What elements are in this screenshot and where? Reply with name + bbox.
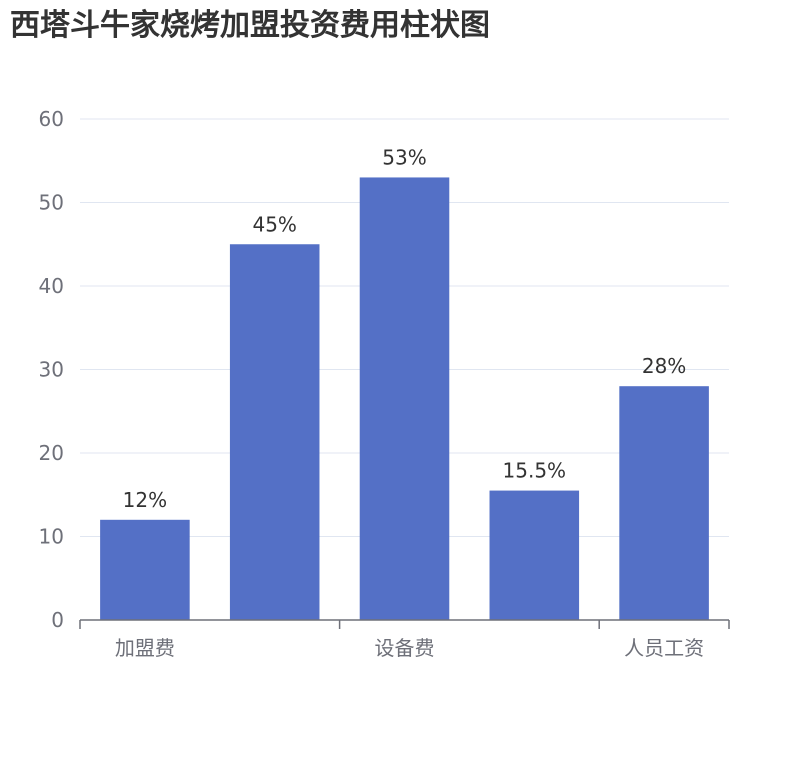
bar-data-label: 53% bbox=[382, 145, 426, 169]
y-tick-label: 0 bbox=[51, 608, 64, 632]
x-tick-label: 人员工资 bbox=[624, 636, 704, 660]
bar-data-label: 28% bbox=[642, 354, 686, 378]
x-axis-tick-labels: 加盟费 设备费 人员工资 bbox=[115, 636, 704, 660]
bar bbox=[619, 386, 709, 620]
bar bbox=[489, 490, 580, 620]
chart-title: 西塔斗牛家烧烤加盟投资费用柱状图 bbox=[10, 8, 490, 43]
y-axis-tick-labels: 0 10 20 30 40 50 60 bbox=[39, 107, 64, 632]
x-tick-label: 设备费 bbox=[375, 636, 435, 660]
bar-data-label: 12% bbox=[123, 488, 167, 512]
x-tick-label: 加盟费 bbox=[115, 636, 175, 660]
x-axis bbox=[79, 619, 730, 629]
bar-data-label: 45% bbox=[252, 212, 296, 236]
bar bbox=[359, 177, 450, 620]
y-tick-label: 20 bbox=[39, 441, 64, 465]
y-tick-label: 60 bbox=[39, 107, 64, 131]
y-tick-label: 50 bbox=[39, 191, 64, 215]
bars bbox=[100, 177, 709, 620]
bar bbox=[229, 244, 320, 620]
data-labels: 12% 45% 53% 15.5% 28% bbox=[123, 145, 687, 511]
bar bbox=[100, 519, 190, 620]
y-tick-label: 30 bbox=[39, 358, 64, 382]
y-tick-label: 40 bbox=[39, 274, 64, 298]
y-tick-label: 10 bbox=[39, 525, 64, 549]
bar-data-label: 15.5% bbox=[503, 459, 567, 483]
